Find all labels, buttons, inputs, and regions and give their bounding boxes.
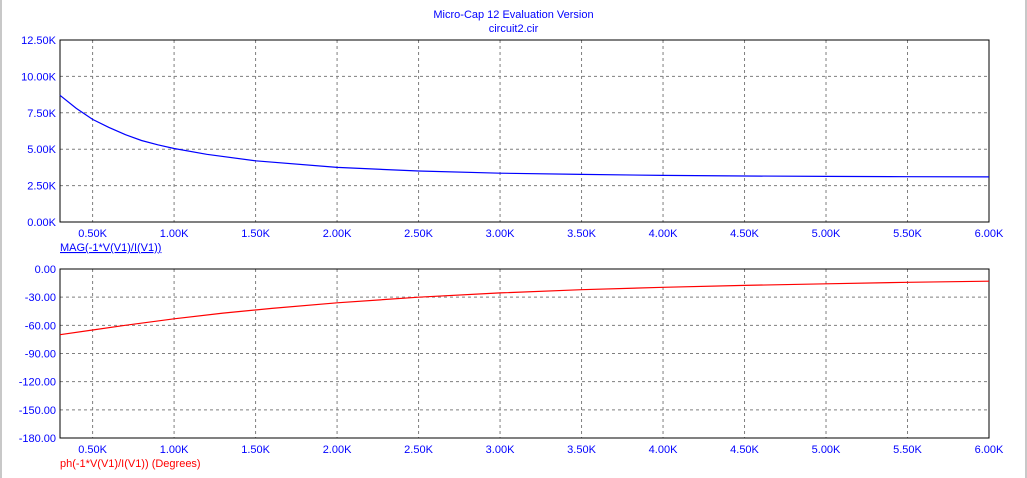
x-tick-label: 6.00K <box>975 444 1004 456</box>
y-tick-label: -120.00 <box>19 377 56 389</box>
x-tick-label: 2.00K <box>323 444 352 456</box>
x-tick-label: 2.50K <box>404 228 433 240</box>
x-tick-label: 3.00K <box>486 444 515 456</box>
plot-panel-1: 0.00K 2.50K 5.00K 7.50K 10.00K 12.50K 0.50K 1.0… <box>21 35 1004 254</box>
plot-panel-2: 0.00 -30.00 -60.00 -90.00 -120.00 -150.00 -180… <box>19 264 1004 470</box>
x-tick-label: 0.50K <box>78 444 107 456</box>
series-line-magnitude <box>59 94 990 178</box>
circuit-file-name: circuit2.cir <box>488 23 539 35</box>
y-tick-label: 0.00K <box>27 217 56 229</box>
x-tick-label: 6.00K <box>975 228 1004 240</box>
x-tick-label: 4.50K <box>730 444 759 456</box>
y-tick-label: -90.00 <box>25 349 56 361</box>
x-tick-label: 4.00K <box>649 444 678 456</box>
y-tick-label: -30.00 <box>25 292 56 304</box>
x-tick-label: 4.50K <box>730 228 759 240</box>
x-tick-label: 5.00K <box>812 228 841 240</box>
x-tick-label: 3.50K <box>567 444 596 456</box>
y-tick-label: -150.00 <box>19 405 56 417</box>
x-tick-label: 5.50K <box>893 228 922 240</box>
x-tick-label: 3.00K <box>486 228 515 240</box>
y-tick-label: -180.00 <box>19 433 56 445</box>
y-tick-label: 5.00K <box>27 144 56 156</box>
x-tick-label: 3.50K <box>567 228 596 240</box>
y-tick-label: 12.50K <box>21 35 57 47</box>
trace-label-magnitude: MAG(-1*V(V1)/I(V1)) <box>60 242 161 254</box>
x-tick-label: 1.50K <box>241 444 270 456</box>
trace-label-phase: ph(-1*V(V1)/I(V1)) (Degrees) <box>60 458 201 470</box>
x-tick-label: 5.50K <box>893 444 922 456</box>
y-tick-label: 7.50K <box>27 108 56 120</box>
x-tick-label: 1.50K <box>241 228 270 240</box>
x-tick-label: 0.50K <box>78 228 107 240</box>
y-tick-label: 0.00 <box>35 264 56 276</box>
x-tick-label: 5.00K <box>812 444 841 456</box>
x-tick-label: 2.50K <box>404 444 433 456</box>
x-tick-label: 1.00K <box>160 444 189 456</box>
x-tick-label: 1.00K <box>160 228 189 240</box>
y-tick-label: -60.00 <box>25 320 56 332</box>
y-tick-label: 10.00K <box>21 71 57 83</box>
y-tick-label: 2.50K <box>27 181 56 193</box>
window-title: Micro-Cap 12 Evaluation Version <box>433 9 594 21</box>
x-tick-label: 4.00K <box>649 228 678 240</box>
plot-frame <box>59 268 990 439</box>
series-line-phase <box>59 280 990 336</box>
plot-frame <box>59 39 990 223</box>
x-tick-label: 2.00K <box>323 228 352 240</box>
